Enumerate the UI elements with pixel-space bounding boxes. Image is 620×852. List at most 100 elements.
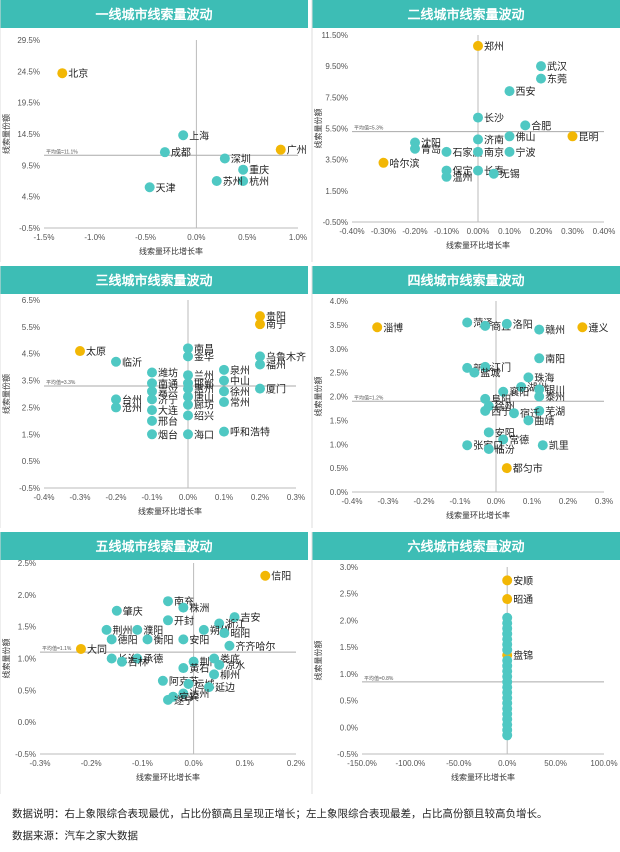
point-label: 遂宁 — [174, 694, 194, 707]
data-point — [536, 61, 546, 72]
data-point — [188, 656, 199, 667]
average-label: 平均值=11.1% — [46, 148, 78, 155]
point-label: 邢台 — [158, 415, 178, 428]
point-label: 太原 — [86, 345, 106, 358]
point-label: 株洲 — [189, 602, 209, 615]
point-label: 沧州 — [122, 401, 142, 414]
data-point — [498, 434, 509, 445]
data-point — [178, 663, 189, 674]
highlight-point — [502, 575, 513, 586]
x-tick-label: -0.1% — [450, 497, 471, 506]
x-tick-label: 0.5% — [238, 233, 256, 242]
data-point — [473, 146, 483, 157]
x-tick-label: -0.3% — [70, 493, 91, 502]
point-label: 襄阳 — [509, 386, 529, 399]
y-tick-label: 4.0% — [330, 297, 348, 306]
data-point — [516, 381, 527, 392]
point-label: 天津 — [156, 182, 176, 194]
point-label: 苏州 — [223, 175, 243, 188]
chart-title: 五线城市线索量波动 — [95, 539, 212, 554]
point-label: 阜阳 — [491, 393, 511, 406]
average-label: 平均值=1.2% — [354, 394, 384, 401]
point-label: 延边 — [215, 682, 235, 694]
data-point — [163, 596, 173, 607]
data-point — [159, 147, 170, 158]
data-point — [520, 120, 531, 131]
chart-title: 一线城市线索量波动 — [95, 7, 212, 22]
data-point — [219, 153, 230, 164]
y-tick-label: 0.5% — [18, 686, 36, 695]
data-point — [238, 176, 249, 186]
data-point — [183, 410, 193, 421]
y-tick-label: 2.5% — [330, 369, 348, 378]
x-tick-label: -0.30% — [371, 227, 396, 236]
data-point — [229, 612, 240, 623]
x-tick-label: 50.0% — [544, 759, 567, 768]
y-tick-label: 9.50% — [325, 62, 348, 71]
x-tick-label: -0.40% — [339, 227, 364, 236]
point-label: 江门 — [491, 361, 511, 374]
data-point — [116, 656, 127, 667]
point-label: 郑州 — [484, 40, 504, 53]
data-point — [537, 440, 548, 451]
x-axis-label: 线索量环比增长率 — [451, 772, 515, 782]
point-label: 长沙 — [484, 113, 504, 125]
point-label: 厦门 — [266, 383, 286, 396]
y-tick-label: 3.0% — [330, 345, 348, 354]
y-tick-label: 4.5% — [22, 193, 40, 202]
data-point — [462, 440, 473, 451]
point-label: 黄石 — [189, 662, 209, 675]
data-point — [483, 444, 494, 455]
data-point — [523, 372, 534, 383]
y-tick-label: 2.5% — [22, 403, 40, 412]
data-point — [211, 176, 222, 186]
y-tick-label: 2.0% — [330, 393, 348, 402]
y-tick-label: 4.5% — [22, 350, 40, 359]
data-point — [132, 624, 143, 635]
data-point — [473, 165, 483, 176]
point-label: 徐州 — [230, 385, 250, 398]
data-point — [255, 359, 265, 370]
highlight-point — [501, 463, 512, 474]
x-tick-label: -0.3% — [378, 497, 399, 506]
data-point — [473, 134, 483, 145]
y-axis-label: 线索量份额 — [1, 639, 11, 679]
y-axis-label: 线索量份额 — [313, 377, 323, 417]
y-tick-label: 0.5% — [340, 697, 358, 706]
point-label: 曲靖 — [534, 414, 554, 427]
data-point — [473, 112, 483, 123]
y-tick-label: -0.5% — [19, 484, 40, 493]
point-label: 唐山 — [194, 391, 214, 404]
data-point — [219, 386, 229, 397]
data-point — [534, 405, 545, 416]
data-point — [183, 391, 193, 402]
data-point — [111, 356, 121, 367]
point-label: 安顺 — [513, 574, 533, 587]
point-label: 大同 — [87, 643, 107, 656]
data-point — [504, 131, 515, 142]
point-label: 北京 — [68, 67, 88, 80]
x-tick-label: 0.00% — [467, 227, 490, 236]
data-point — [163, 694, 173, 705]
y-tick-label: 1.50% — [325, 187, 348, 196]
x-tick-label: 0.1% — [215, 493, 233, 502]
data-point — [147, 429, 157, 440]
data-point — [523, 415, 534, 426]
average-label: 平均值=0.8% — [364, 675, 394, 682]
point-label: 海口 — [194, 428, 214, 441]
y-tick-label: 0.0% — [18, 718, 36, 727]
point-label: 台州 — [122, 393, 142, 406]
point-label: 无锡 — [500, 168, 520, 181]
highlight-point — [275, 144, 286, 155]
point-label: 济宁 — [158, 393, 178, 406]
point-label: 凯里 — [549, 439, 569, 452]
y-tick-label: 0.5% — [22, 457, 40, 466]
data-point — [183, 383, 193, 394]
point-label: 烟台 — [158, 428, 178, 441]
data-point — [534, 353, 545, 364]
data-point — [219, 397, 229, 408]
point-label: 廊坊 — [194, 399, 214, 412]
point-label: 惠州 — [194, 383, 214, 396]
data-point — [198, 624, 209, 635]
